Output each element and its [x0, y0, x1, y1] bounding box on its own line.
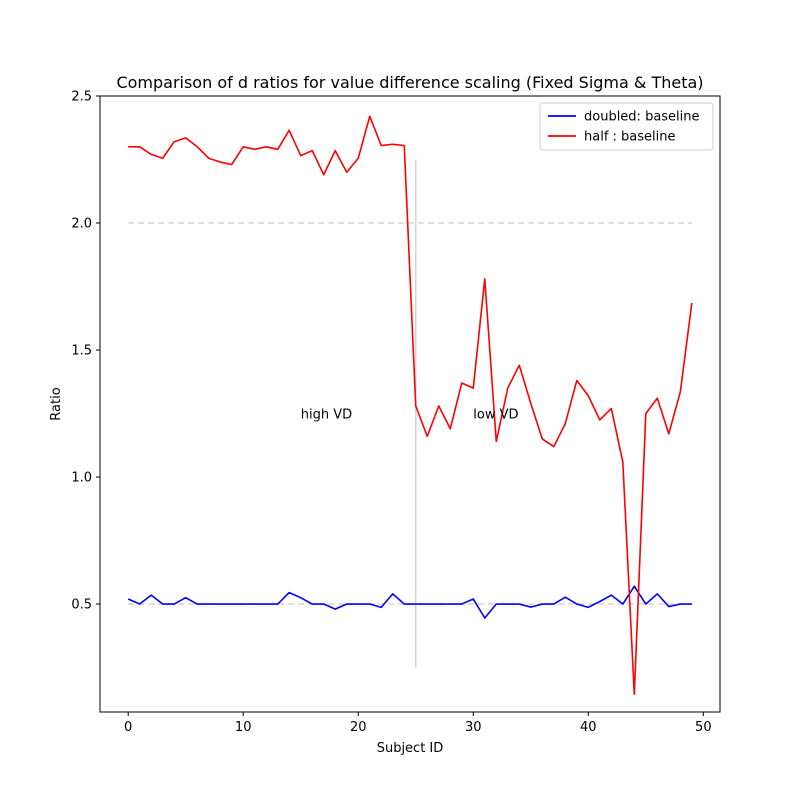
legend: doubled: baseline half : baseline [539, 102, 714, 151]
x-tick-label: 10 [235, 720, 252, 735]
y-tick-label: 0.5 [71, 598, 92, 613]
x-tick-label: 40 [580, 720, 597, 735]
y-tick-label: 1.0 [71, 471, 92, 486]
y-tick-label: 2.5 [71, 90, 92, 105]
y-axis-ticks: 0.5 1.0 1.5 2.0 2.5 [71, 90, 100, 613]
plot-frame [99, 95, 721, 713]
y-tick-label: 1.5 [71, 344, 92, 359]
series-lines [127, 115, 693, 696]
annotation-high-vd: high VD [301, 408, 352, 423]
y-axis-label: Ratio [49, 387, 64, 420]
x-tick-label: 0 [124, 720, 132, 735]
series-line-doubled-baseline [127, 585, 692, 619]
chart-title: Comparison of d ratios for value differe… [116, 73, 703, 92]
legend-label: doubled: baseline [584, 110, 700, 125]
series-line-half-baseline [128, 115, 693, 696]
annotation-low-vd: low VD [473, 408, 518, 423]
legend-label: half : baseline [584, 130, 676, 145]
x-tick-label: 20 [350, 720, 367, 735]
x-tick-label: 50 [695, 720, 712, 735]
x-axis-ticks: 0 10 20 30 40 50 [124, 712, 712, 735]
annotations: high VD low VD [301, 408, 519, 423]
legend-box [539, 102, 714, 151]
x-tick-label: 30 [465, 720, 482, 735]
x-axis-label: Subject ID [377, 741, 444, 756]
y-tick-label: 2.0 [71, 217, 92, 232]
